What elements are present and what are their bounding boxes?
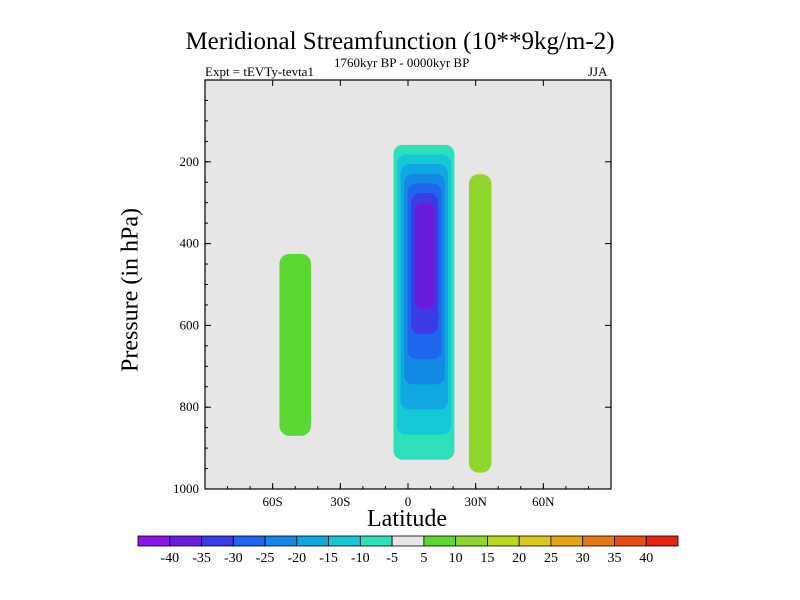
colorbar-swatch — [391, 535, 425, 547]
y-tick-label: 200 — [180, 154, 200, 169]
y-tick-label: 1000 — [173, 481, 199, 496]
colorbar-swatch — [487, 535, 520, 547]
colorbar-label: 5 — [420, 551, 427, 566]
colorbar-label: 10 — [449, 551, 463, 566]
colorbar-swatch — [137, 535, 171, 547]
y-tick-label: 400 — [180, 236, 200, 251]
colorbar-label: -25 — [256, 551, 275, 566]
colorbar-label: 25 — [544, 551, 558, 566]
colorbar-label: 15 — [480, 551, 494, 566]
contour-northern-positive-cell — [468, 174, 492, 473]
x-tick-label: 30N — [464, 494, 487, 509]
contour-upper-polar-positive-strip — [374, 80, 386, 134]
colorbar-label: -40 — [160, 551, 179, 566]
colorbar-swatch — [264, 535, 298, 547]
colorbar-label: -20 — [287, 551, 306, 566]
season-label: JJA — [588, 64, 608, 79]
axis-layer: 60S 30S 0 30N 60N 200 400 600 800 1000 — [173, 80, 612, 509]
colorbar-label: 30 — [576, 551, 590, 566]
experiment-label: Expt = tEVTy-tevta1 — [205, 64, 314, 79]
colorbar-swatch — [232, 535, 266, 547]
colorbar-swatch — [169, 535, 202, 547]
colorbar-swatch — [518, 535, 552, 547]
colorbar-label: 40 — [639, 551, 653, 566]
colorbar-label: 35 — [607, 551, 621, 566]
y-tick-label: 600 — [180, 317, 200, 332]
colorbar-swatch — [550, 535, 584, 547]
x-tick-label: 30S — [330, 494, 350, 509]
x-tick-label: 60S — [263, 494, 283, 509]
contour-southern-ferrel-positive-cell — [279, 253, 312, 436]
colorbar-label: -5 — [386, 551, 398, 566]
colorbar-label: -35 — [192, 551, 211, 566]
contour-south-polar-tongue — [241, 80, 251, 432]
colorbar-swatch — [455, 535, 488, 547]
colorbar-label: 20 — [512, 551, 526, 566]
period-label: 1760kyr BP - 0000kyr BP — [334, 55, 470, 70]
colorbar-swatch — [423, 535, 457, 547]
colorbar-label: -15 — [319, 551, 338, 566]
x-tick-label: 0 — [405, 494, 412, 509]
colorbar-swatch — [296, 535, 329, 547]
colorbar-swatch — [201, 535, 234, 547]
contour-northern-subtropical-strip — [453, 80, 467, 465]
chart-title: Meridional Streamfunction (10**9kg/m-2) — [185, 28, 615, 55]
contour-hadley-core-top — [414, 202, 436, 310]
colorbar-label: -30 — [224, 551, 243, 566]
colorbar-swatch — [359, 535, 393, 547]
contour-layer — [227, 80, 492, 489]
colorbar-label: -10 — [351, 551, 370, 566]
colorbar-swatch — [614, 535, 647, 547]
colorbar-swatch — [645, 535, 679, 547]
contour-south-polar-cell — [227, 80, 244, 402]
x-tick-label: 60N — [532, 494, 555, 509]
contour-subtropical-south-strip — [340, 133, 354, 465]
colorbar-swatch — [582, 535, 615, 547]
colorbar: -40 -35 -30 -25 -20 -15 -10 -5 5 10 15 20 25 30 35 40 — [137, 535, 679, 566]
y-tick-label: 800 — [180, 399, 200, 414]
x-axis-label: Latitude — [367, 506, 447, 532]
colorbar-swatch — [328, 535, 361, 547]
